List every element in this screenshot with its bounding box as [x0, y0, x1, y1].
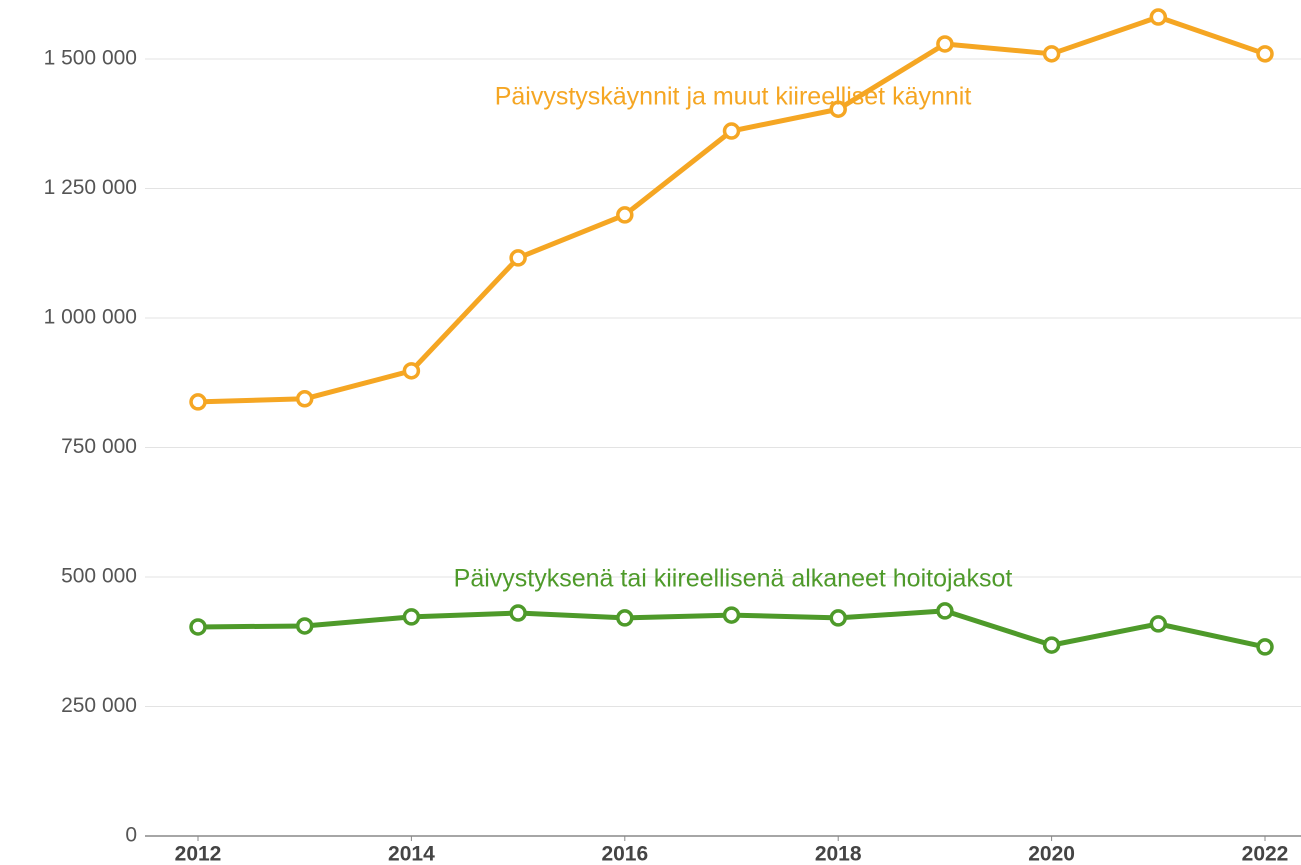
x-tick-label: 2014 [388, 843, 435, 865]
x-tick-label: 2016 [601, 843, 648, 865]
point [1042, 45, 1061, 63]
point [616, 206, 634, 224]
series-label: Päivystyskäynnit ja muut kiireelliset kä… [495, 83, 972, 111]
point [1042, 636, 1061, 654]
x-tick-label: 2012 [175, 843, 222, 865]
y-tick-label: 0 [125, 824, 137, 847]
point [1256, 45, 1274, 63]
point [402, 608, 421, 626]
point [722, 606, 741, 624]
y-tick-label: 1 500 000 [44, 47, 137, 70]
y-tick-label: 750 000 [61, 435, 137, 458]
point [189, 393, 207, 411]
point [1256, 638, 1274, 656]
point [1149, 615, 1168, 633]
point [616, 609, 634, 627]
point [509, 604, 527, 622]
series-label: Päivystyksenä tai kiireellisenä alkaneet… [454, 565, 1013, 593]
point [829, 609, 847, 627]
point [1149, 8, 1168, 26]
x-tick-label: 2018 [815, 843, 862, 865]
point [189, 618, 207, 636]
point [402, 362, 421, 380]
x-tick-label: 2022 [1242, 843, 1289, 865]
y-tick-label: 500 000 [61, 565, 137, 588]
y-tick-label: 250 000 [61, 694, 137, 717]
y-tick-label: 1 000 000 [44, 306, 137, 329]
y-tick-label: 1 250 000 [44, 176, 137, 199]
point [509, 249, 527, 267]
point [936, 602, 954, 620]
point [295, 390, 314, 408]
point [722, 122, 741, 140]
point [936, 35, 954, 53]
point [295, 617, 314, 635]
x-tick-label: 2020 [1028, 843, 1075, 865]
series-line [197, 14, 1266, 405]
point [829, 100, 847, 118]
